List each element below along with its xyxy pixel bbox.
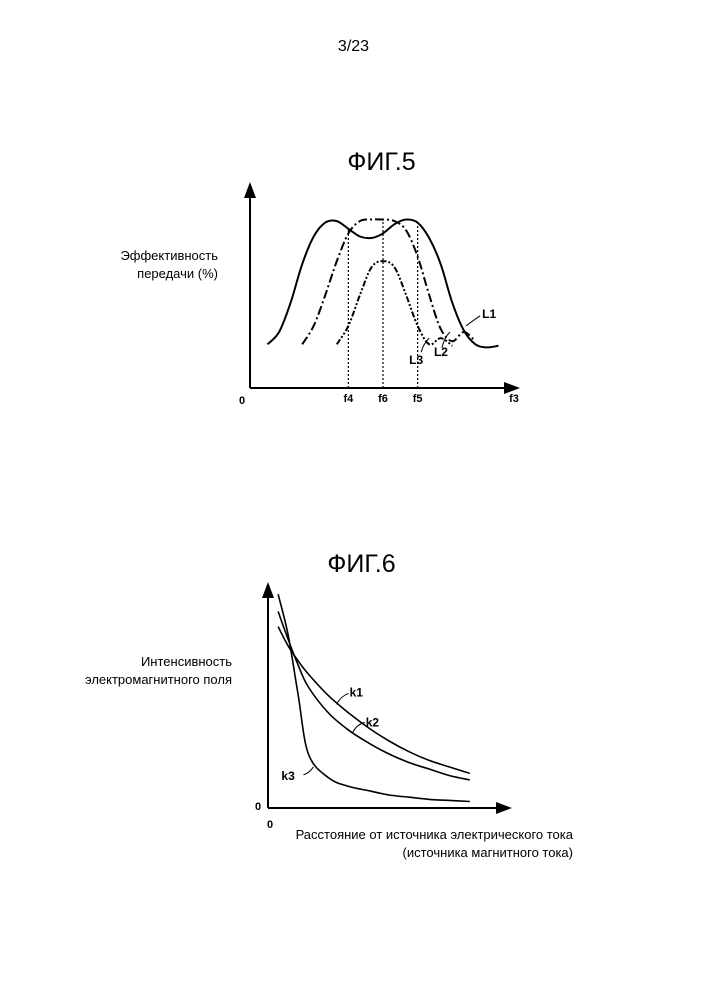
figure-5-leader-L3: [421, 338, 429, 352]
figure-5-plot: 0 f3 f4 f6 f5 L1 L2 L3: [239, 190, 519, 407]
figure-5-tick-label-f4: f4: [343, 393, 354, 405]
figure-6-series-k3: [278, 594, 470, 801]
figure-5-curve-label-L2: L2: [434, 345, 448, 359]
figure-5-series-L2: [302, 219, 475, 344]
figure-6-curve-label-k3: k3: [281, 769, 295, 783]
figure-5-tick-label-f5: f5: [413, 393, 423, 405]
figure-5-origin-label: 0: [239, 395, 245, 407]
figure-6-curve-label-k1: k1: [350, 685, 364, 699]
figure-5-curve-label-L1: L1: [482, 307, 496, 321]
figure-6-leader-k3: [303, 767, 313, 775]
figure-5-leader-L1: [466, 316, 480, 326]
figure-5-series-L3: [337, 261, 453, 346]
figure-6-series-k2: [278, 611, 470, 780]
figure-5-curve-label-L3: L3: [409, 353, 423, 367]
figure-6-leader-k1: [337, 693, 349, 704]
figure-5-tick-label-f6: f6: [378, 393, 388, 405]
figure-6-plot: 00 k1 k2 k3: [255, 590, 504, 831]
figure-6-origin-label-y: 0: [255, 801, 261, 813]
figure-6-origin-label-x: 0: [267, 819, 273, 831]
figure-6-curve-label-k2: k2: [366, 715, 380, 729]
figure-5-x-axis-label: f3: [509, 393, 519, 405]
